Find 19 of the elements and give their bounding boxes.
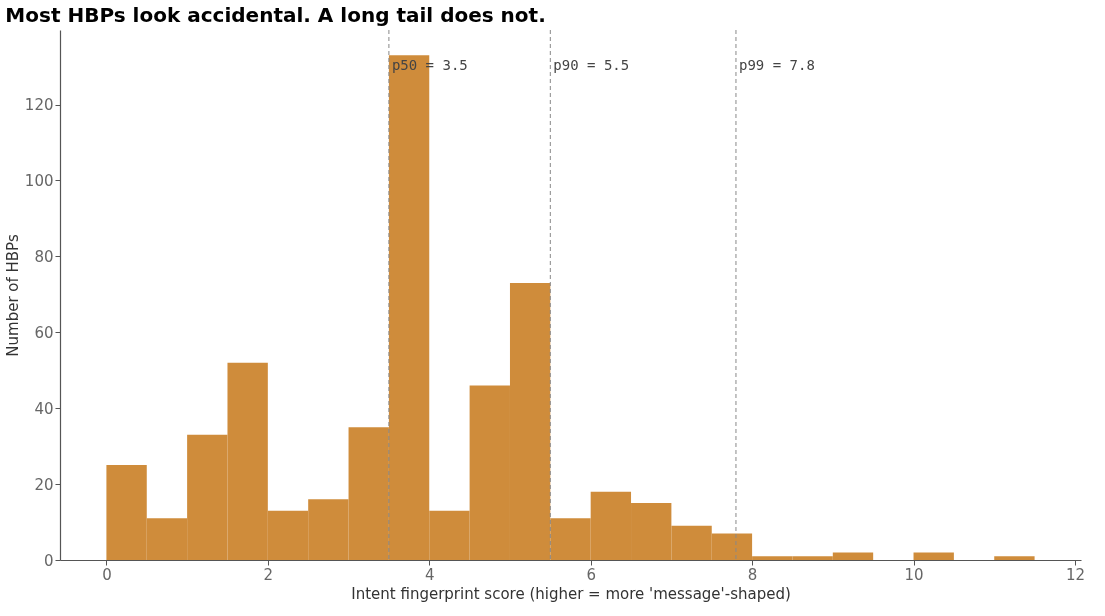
x-tick-label: 6 — [586, 565, 596, 584]
y-tick-label: 60 — [34, 323, 54, 342]
y-tick-label: 100 — [24, 171, 54, 190]
y-tick-label: 0 — [43, 551, 54, 570]
x-tick-label: 10 — [904, 565, 924, 584]
x-tick-label: 12 — [1065, 565, 1085, 584]
y-tick-label: 120 — [24, 96, 54, 115]
x-tick-label: 8 — [747, 565, 758, 584]
chart-title: Most HBPs look accidental. A long tail does not. — [5, 2, 546, 27]
x-tick-label: 0 — [102, 565, 112, 584]
ref-line-label: p99 = 7.8 — [738, 57, 815, 73]
y-tick-label: 40 — [34, 399, 54, 418]
x-tick-label: 4 — [424, 565, 435, 584]
y-axis-title: Number of HBPs — [3, 234, 22, 357]
y-tick-label: 80 — [34, 247, 54, 266]
y-tick-label: 20 — [34, 475, 54, 494]
ref-line-label: p90 = 5.5 — [553, 57, 630, 73]
x-tick-label: 2 — [263, 565, 274, 584]
x-axis-title: Intent fingerprint score (higher = more 'message'-shaped) — [351, 584, 791, 603]
